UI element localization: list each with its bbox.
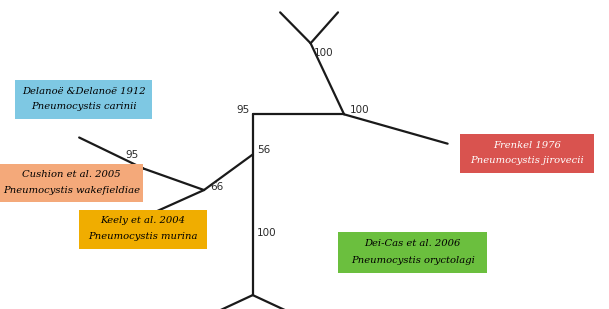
Text: Pneumocystis murina: Pneumocystis murina [88, 232, 198, 241]
Text: 100: 100 [257, 228, 276, 238]
Text: 95: 95 [236, 105, 250, 115]
Text: Pneumocystis oryctolagi: Pneumocystis oryctolagi [351, 256, 474, 265]
FancyBboxPatch shape [0, 164, 143, 202]
FancyBboxPatch shape [460, 134, 594, 173]
FancyBboxPatch shape [15, 80, 152, 119]
Text: Pneumocystis jirovecii: Pneumocystis jirovecii [470, 156, 583, 165]
FancyBboxPatch shape [338, 232, 487, 273]
Text: Frenkel 1976: Frenkel 1976 [493, 141, 561, 150]
Text: Delanoë &Delanoë 1912: Delanoë &Delanoë 1912 [22, 87, 146, 96]
Text: 56: 56 [257, 145, 270, 155]
Text: Dei-Cas et al. 2006: Dei-Cas et al. 2006 [364, 239, 461, 248]
Text: 100: 100 [350, 105, 370, 115]
Text: 66: 66 [210, 182, 224, 192]
Text: Pneumocystis carinii: Pneumocystis carinii [31, 102, 136, 111]
FancyBboxPatch shape [79, 210, 207, 249]
Text: Keely et al. 2004: Keely et al. 2004 [100, 216, 186, 226]
Text: 100: 100 [119, 168, 139, 178]
Text: 95: 95 [125, 150, 139, 159]
Text: Cushion et al. 2005: Cushion et al. 2005 [23, 170, 121, 179]
Text: Pneumocystis wakefieldiae: Pneumocystis wakefieldiae [3, 185, 140, 195]
Text: 100: 100 [314, 48, 333, 57]
